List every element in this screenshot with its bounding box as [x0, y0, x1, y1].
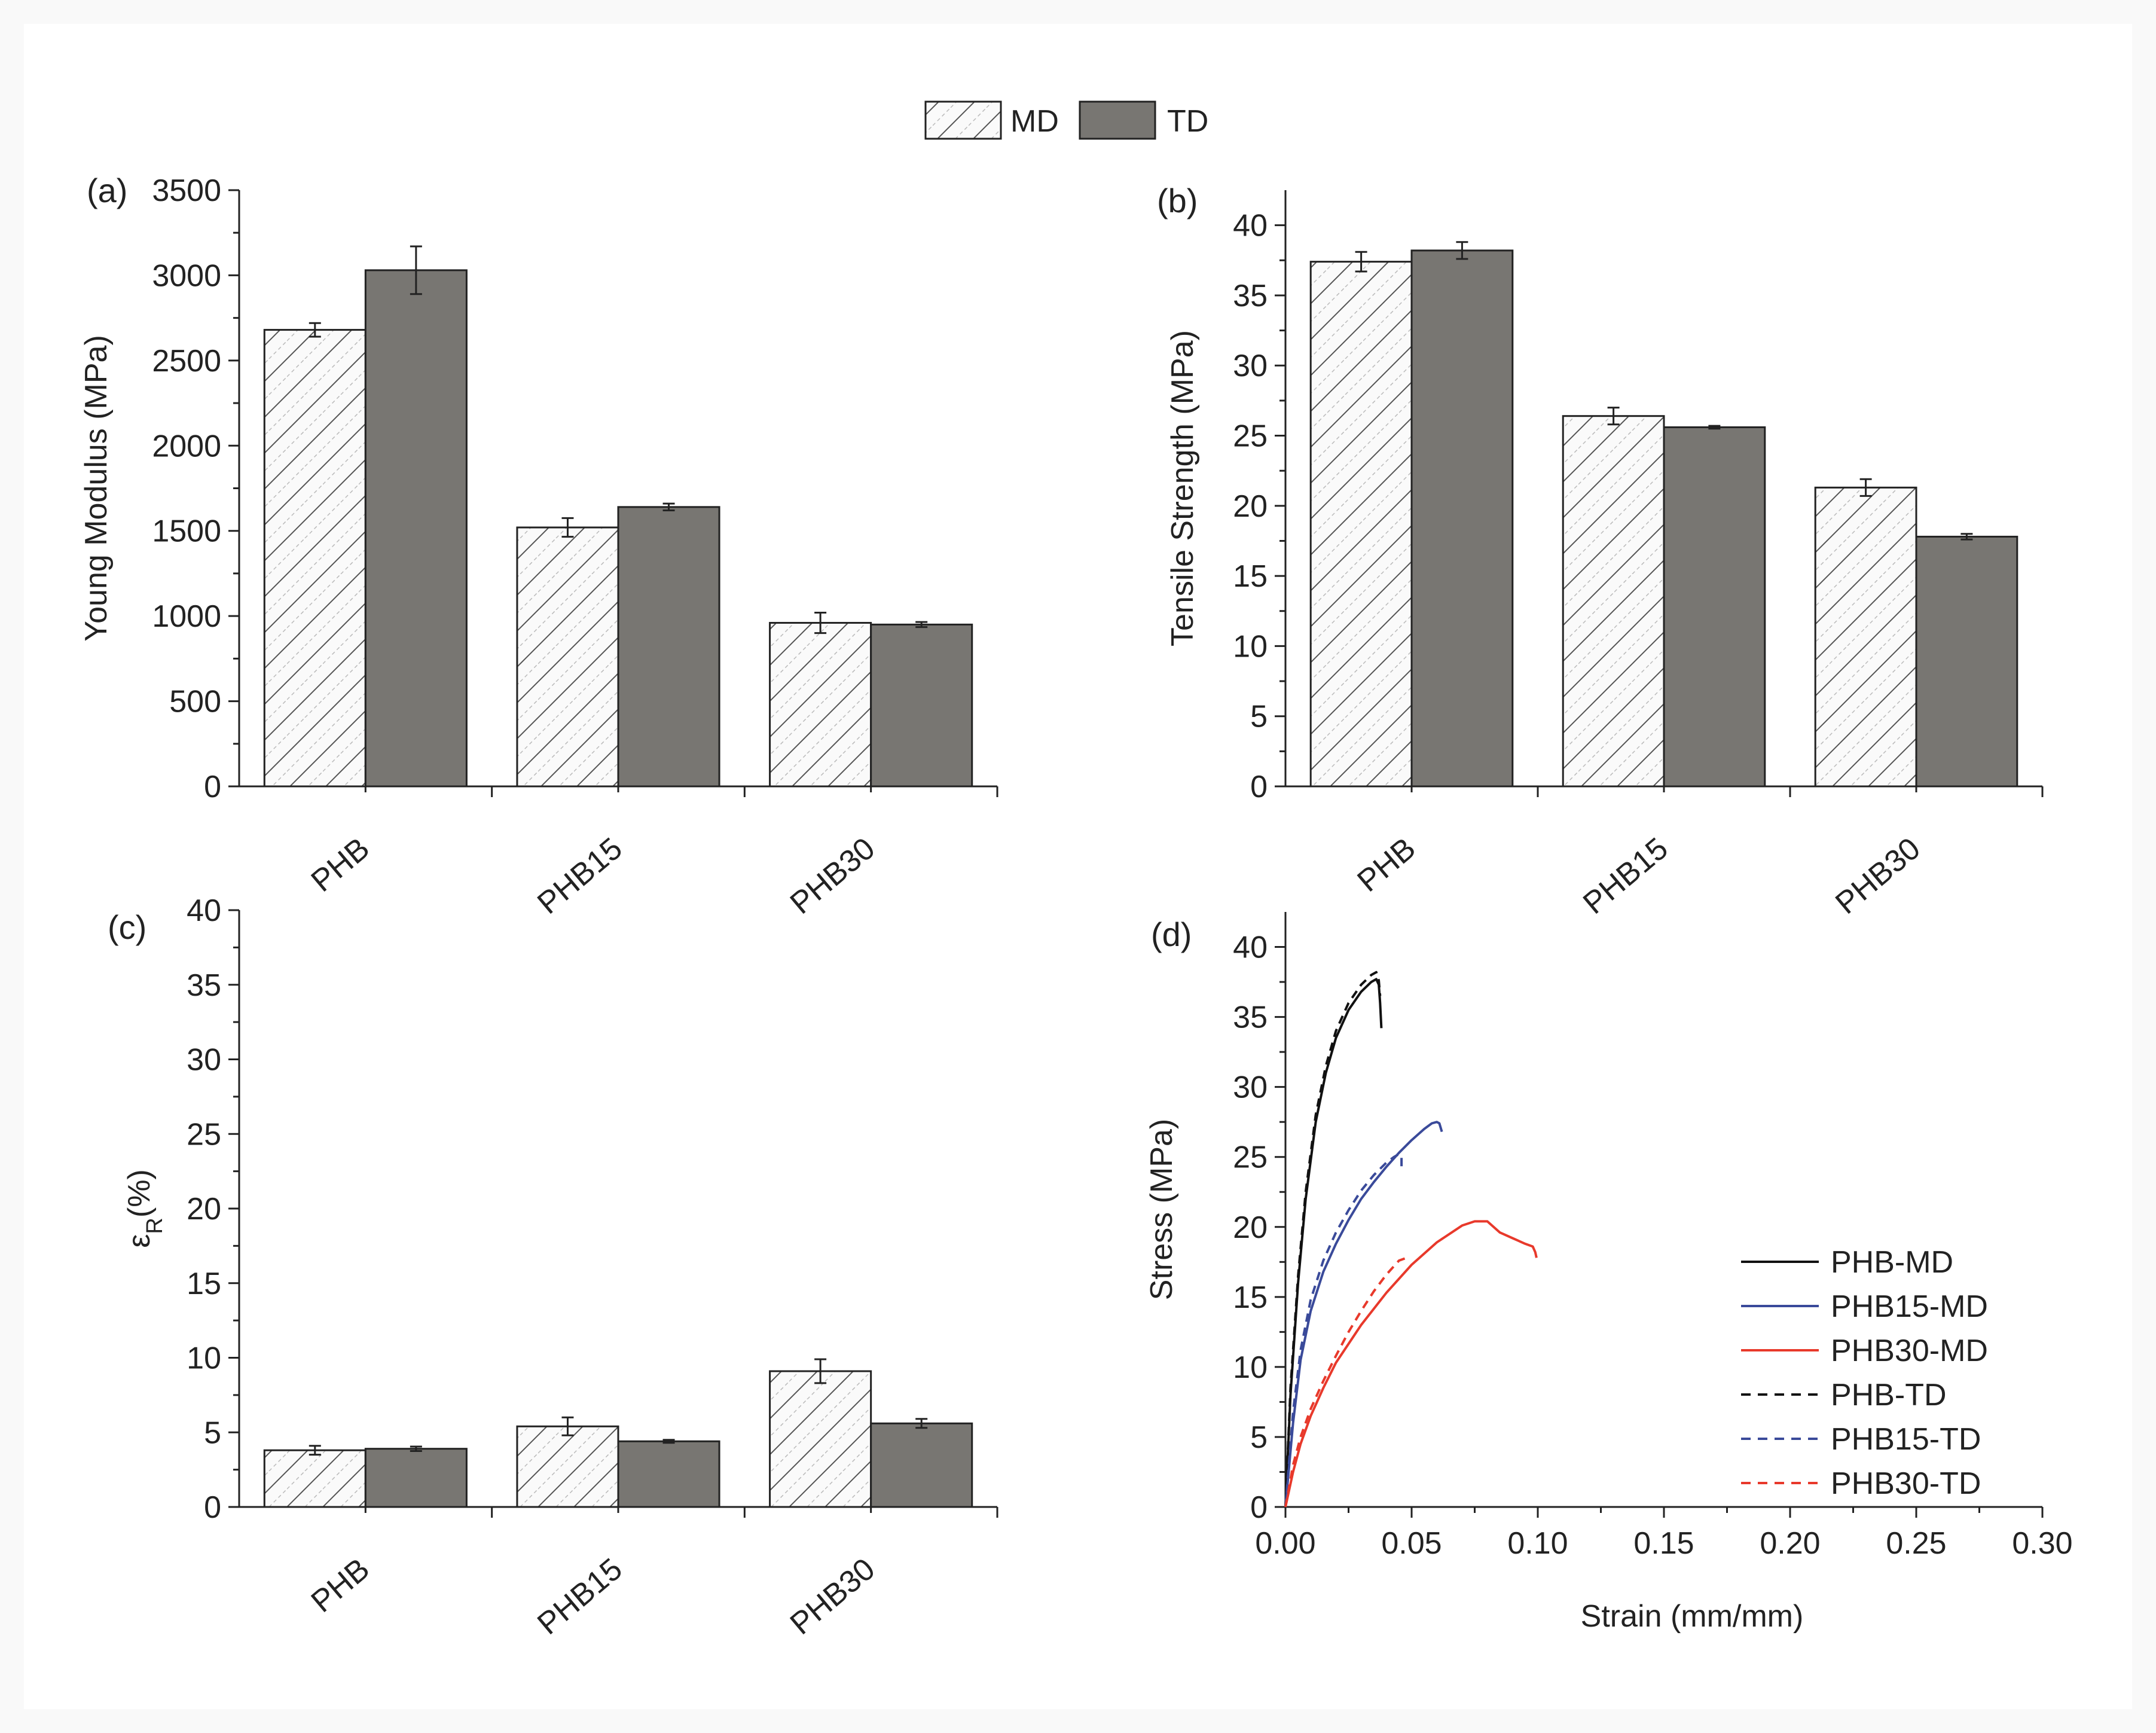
y-tick-label: 10 — [1233, 1350, 1268, 1385]
y-axis-title-main: ε — [122, 1234, 157, 1248]
y-tick-label: 10 — [187, 1341, 221, 1376]
y-tick-label: 25 — [1233, 1140, 1268, 1175]
y-tick-label: 25 — [1233, 419, 1268, 454]
bar-td-phb15 — [617, 1440, 720, 1508]
panel-label: (a) — [87, 172, 127, 209]
x-tick-label: 0.25 — [1886, 1526, 1946, 1561]
y-tick-label: 5 — [1250, 700, 1268, 734]
bar-md-phb15 — [516, 526, 619, 788]
panel-d-stress-strain-chart: 0 5 10 15 20 25 30 35 40 0.00 0.05 0.10 0.15 0.20 0.25… — [1144, 912, 2073, 1634]
y-tick-label: 15 — [1233, 1280, 1268, 1315]
y-axis-title: Young Modulus (MPa) — [79, 335, 114, 642]
y-tick-label: 3500 — [152, 173, 221, 208]
panel-label: (d) — [1151, 916, 1192, 953]
y-axis-title: Tensile Strength (MPa) — [1165, 330, 1200, 646]
x-tick-label: 0.20 — [1760, 1526, 1820, 1561]
y-tick-label: 3000 — [152, 258, 221, 293]
bar-md-phb30 — [769, 1370, 872, 1508]
y-tick-label: 20 — [1233, 1210, 1268, 1245]
y-tick-label: 20 — [187, 1192, 221, 1226]
y-axis-title-tail: (%) — [122, 1169, 157, 1218]
panel-label: (b) — [1157, 182, 1198, 219]
legend-label-phb30-td: PHB30-TD — [1831, 1466, 1981, 1501]
y-tick-label: 40 — [187, 893, 221, 928]
x-tick-label: 0.05 — [1381, 1526, 1442, 1561]
series-line-phb30-td — [1284, 1256, 1407, 1508]
y-tick-label: 1500 — [152, 514, 221, 549]
legend-label-phb-td: PHB-TD — [1831, 1378, 1947, 1412]
y-tick-label: 0 — [204, 1490, 221, 1525]
y-tick-label: 15 — [1233, 559, 1268, 594]
y-axis-title: εR(%) — [122, 1169, 167, 1248]
y-tick-label: 40 — [1233, 209, 1268, 243]
legend-md-label: MD — [1010, 104, 1059, 139]
y-tick-label: 0 — [1250, 1490, 1268, 1525]
bar-td-phb15 — [617, 506, 720, 788]
bar-td-phb — [364, 269, 468, 788]
y-tick-label: 2500 — [152, 344, 221, 379]
bar-td-phb — [364, 1448, 468, 1508]
legend-label-phb-md: PHB-MD — [1831, 1245, 1953, 1280]
bar-md-phb15 — [516, 1425, 619, 1508]
y-tick-label: 30 — [187, 1043, 221, 1078]
y-tick-label: 20 — [1233, 489, 1268, 524]
y-tick-label: 35 — [187, 968, 221, 1003]
bar-md-phb15 — [1562, 415, 1665, 788]
y-axis-title-subscript: R — [142, 1218, 167, 1234]
legend-md-swatch — [924, 100, 1002, 140]
legend-label-phb30-md: PHB30-MD — [1831, 1334, 1988, 1368]
y-tick-label: 0 — [204, 770, 221, 804]
legend-td-label: TD — [1167, 104, 1208, 139]
panel-label: (c) — [108, 908, 146, 946]
series-line-phb30-md — [1284, 1220, 1538, 1508]
series-line-phb15-md — [1284, 1121, 1443, 1508]
bar-td-phb — [1410, 249, 1514, 788]
y-tick-label: 35 — [1233, 279, 1268, 313]
legend-td-swatch — [1079, 100, 1156, 140]
bar-md-phb — [263, 1449, 367, 1508]
y-tick-label: 1000 — [152, 599, 221, 634]
y-tick-label: 0 — [1250, 770, 1268, 804]
y-tick-label: 30 — [1233, 1070, 1268, 1105]
y-tick-label: 5 — [204, 1415, 221, 1450]
series-line-phb15-td — [1284, 1153, 1403, 1508]
y-tick-label: 10 — [1233, 629, 1268, 664]
legend-label-phb15-td: PHB15-TD — [1831, 1422, 1981, 1457]
y-tick-label: 25 — [187, 1117, 221, 1152]
x-tick-label: 0.30 — [2012, 1526, 2072, 1561]
y-axis-title: Stress (MPa) — [1144, 1119, 1179, 1300]
y-tick-label: 500 — [169, 685, 221, 719]
y-tick-label: 35 — [1233, 1000, 1268, 1035]
bar-td-phb30 — [870, 1422, 973, 1508]
bar-td-phb30 — [1915, 535, 2018, 788]
y-tick-label: 5 — [1250, 1420, 1268, 1455]
bar-td-phb15 — [1663, 426, 1766, 788]
series-line-phb-td — [1284, 971, 1382, 1508]
bar-md-phb — [1309, 261, 1413, 788]
bar-td-phb30 — [870, 623, 973, 788]
bar-md-phb30 — [769, 622, 872, 788]
y-tick-label: 15 — [187, 1267, 221, 1301]
x-tick-label: 0.00 — [1255, 1526, 1315, 1561]
bar-md-phb — [263, 329, 367, 788]
x-tick-label: 0.10 — [1507, 1526, 1568, 1561]
x-axis-title: Strain (mm/mm) — [1581, 1599, 1804, 1634]
y-tick-label: 30 — [1233, 349, 1268, 383]
bar-md-phb30 — [1814, 486, 1917, 788]
legend: MD TD — [924, 100, 1208, 140]
y-tick-label: 40 — [1233, 930, 1268, 965]
y-tick-label: 2000 — [152, 429, 221, 463]
x-tick-label: 0.15 — [1633, 1526, 1694, 1561]
legend-label-phb15-md: PHB15-MD — [1831, 1289, 1988, 1324]
